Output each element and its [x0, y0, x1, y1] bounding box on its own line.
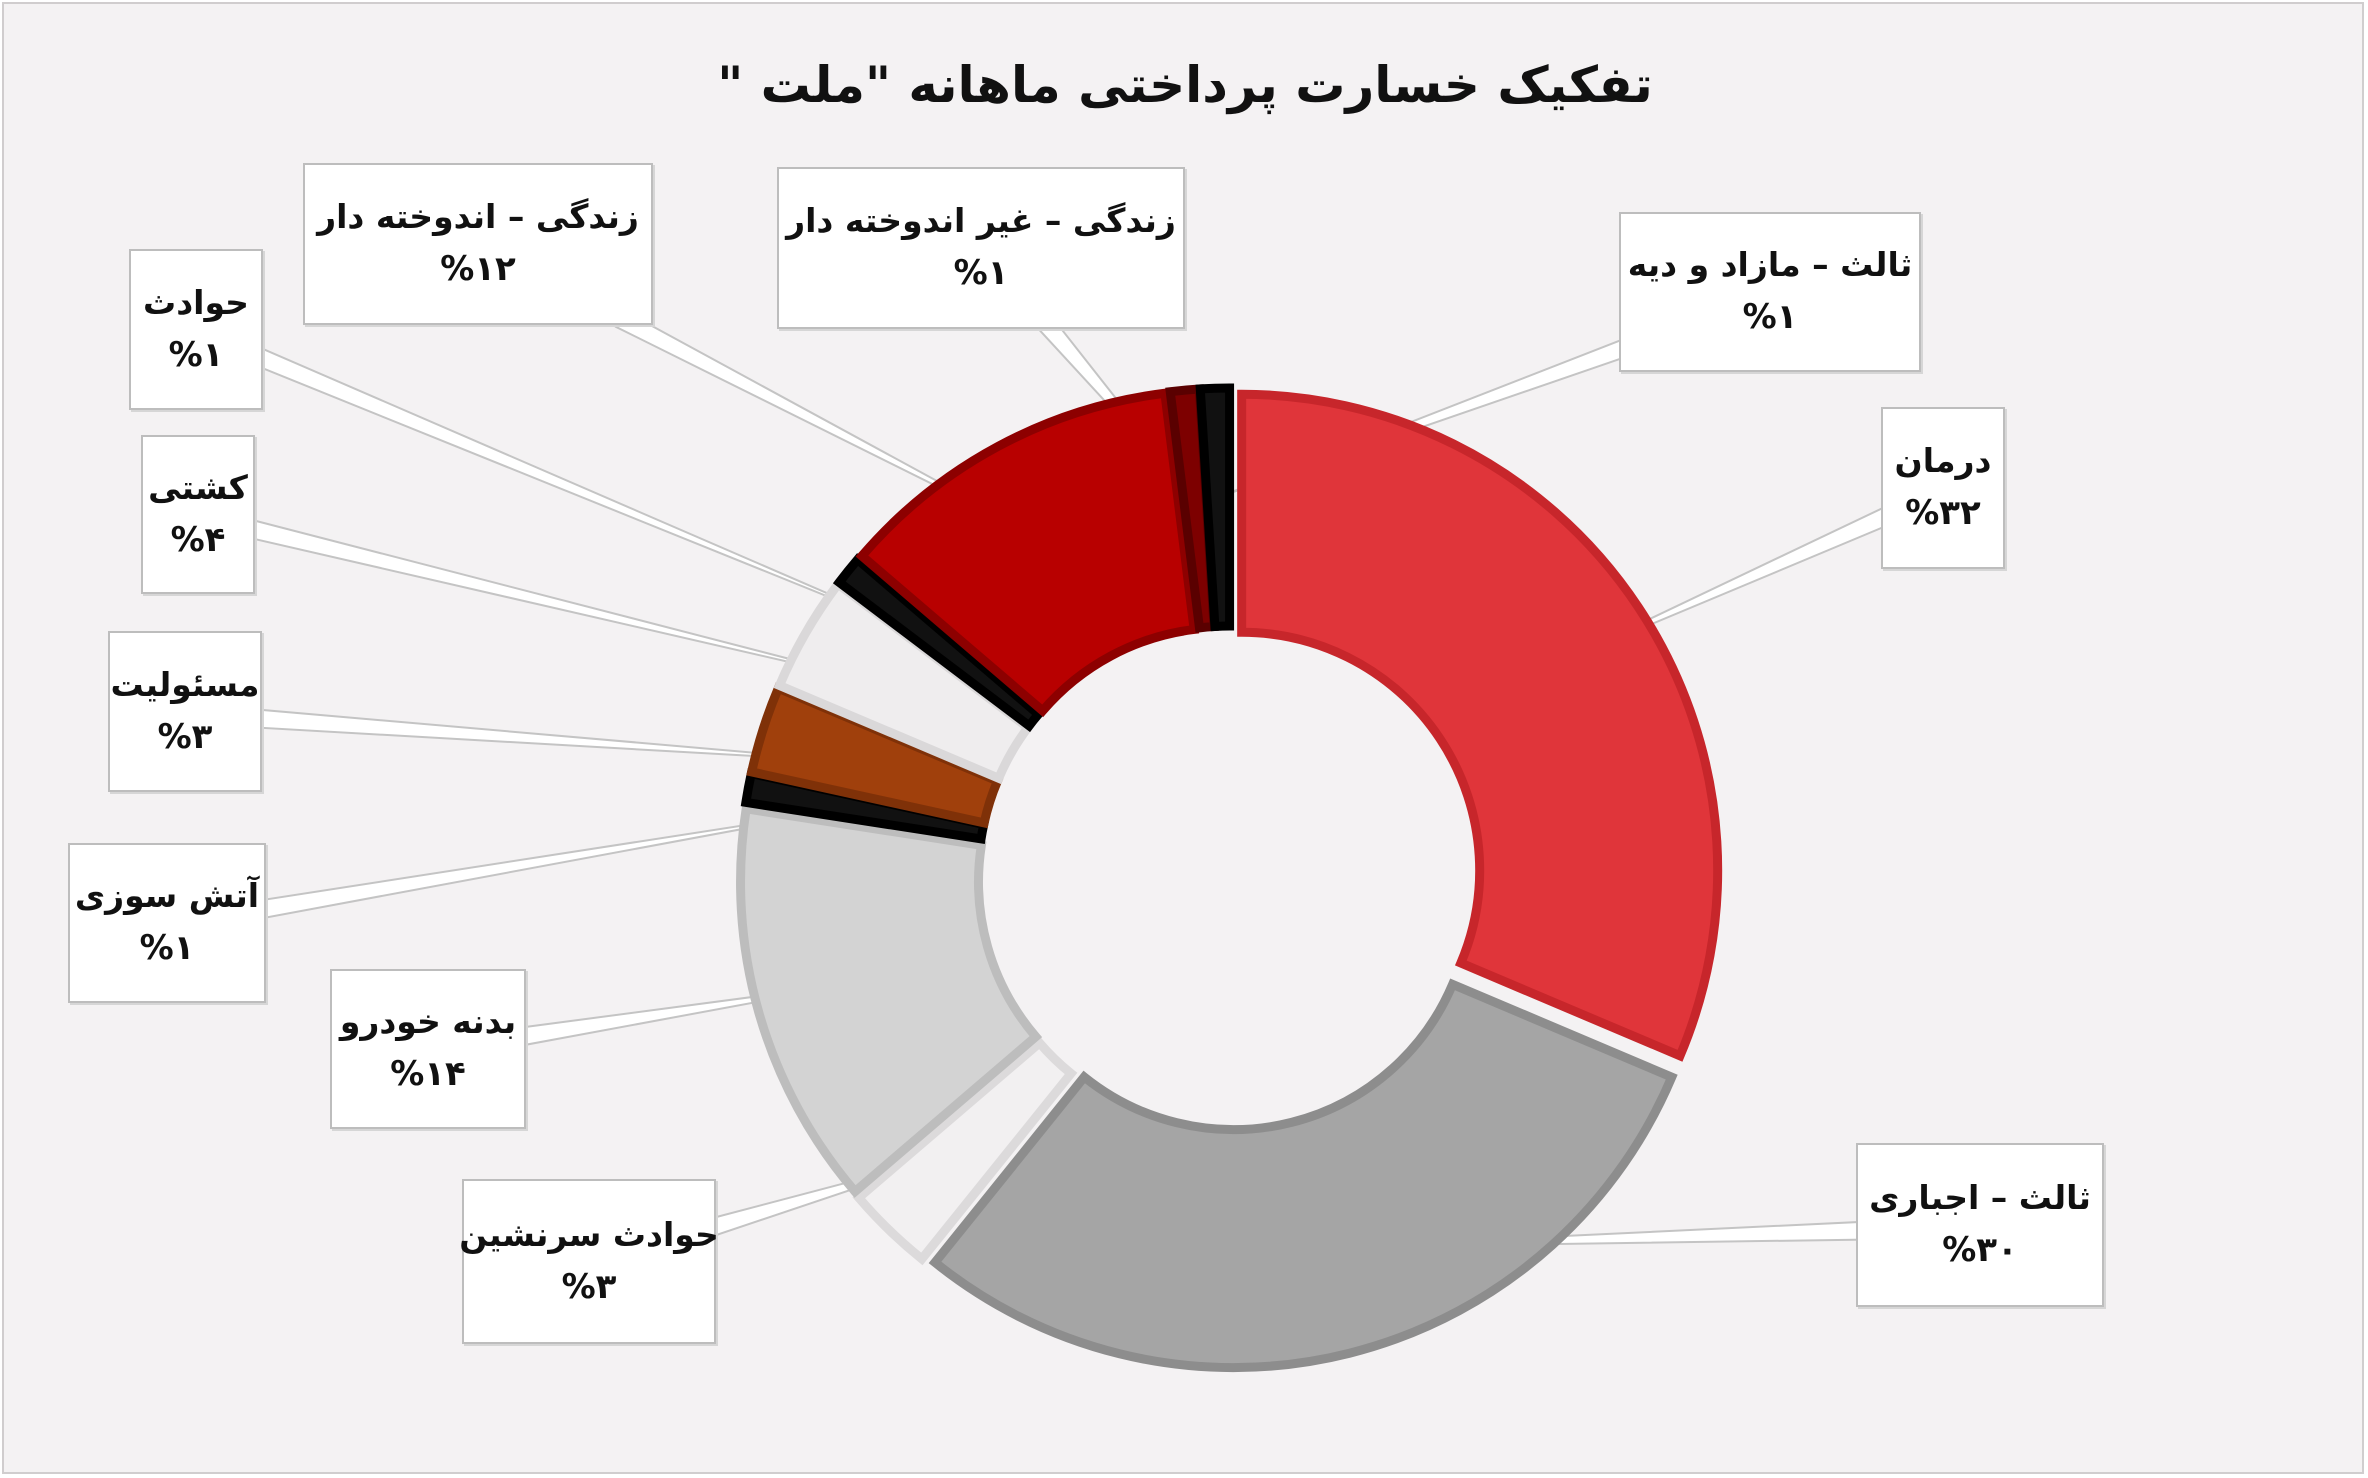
- callout-zendegi-andookhteh: زندگی – اندوخته دار %۱۲: [303, 163, 653, 325]
- callout-value: %۱۴: [390, 1054, 466, 1095]
- callout-label: حوادث سرنشین: [459, 1214, 719, 1254]
- callout-label: زندگی – اندوخته دار: [317, 197, 639, 237]
- callout-value: %۴: [170, 519, 226, 560]
- callout-badaneh-khodro: بدنه خودرو %۱۴: [330, 969, 526, 1129]
- donut-slice: [928, 978, 1678, 1373]
- donut-slice: [1195, 383, 1235, 632]
- donut-slice: [736, 803, 1043, 1198]
- callout-havades: حوادث %۱: [129, 249, 263, 410]
- callout-havades-sarneshin: حوادث سرنشین %۳: [459, 1179, 719, 1344]
- donut-slices: [736, 383, 1723, 1373]
- callout-thalith-mazad: ثالث – مازاد و دیه %۱: [1619, 212, 1921, 372]
- donut-slice: [855, 388, 1200, 718]
- callout-value: %۳: [561, 1266, 617, 1307]
- chart-title: تفکیک خسارت پرداختی ماهانه "ملت ": [717, 56, 1653, 114]
- callout-value: %۳۰: [1942, 1230, 2018, 1271]
- callout-thalith-ejbari: ثالث – اجباری %۳۰: [1856, 1143, 2104, 1307]
- callout-label: مسئولیت: [110, 664, 260, 704]
- callout-value: %۱: [953, 253, 1009, 294]
- donut-slice: [832, 553, 1045, 733]
- callout-keshti: کشتی %۴: [141, 435, 255, 594]
- callout-value: %۱۲: [440, 249, 516, 290]
- callout-label: بدنه خودرو: [339, 1002, 517, 1042]
- callout-label: زندگی – غیر اندوخته دار: [786, 201, 1176, 241]
- callout-zendegi-gheir-andookhteh: زندگی – غیر اندوخته دار %۱: [777, 167, 1185, 329]
- callout-value: %۳: [157, 716, 213, 757]
- callout-value: %۱: [1742, 297, 1798, 338]
- callout-label: درمان: [1894, 441, 1992, 481]
- donut-slice: [852, 1036, 1078, 1266]
- donut-slice: [1237, 389, 1723, 1062]
- callout-masouliat: مسئولیت %۳: [108, 631, 262, 792]
- callout-darman: درمان %۳۲: [1881, 407, 2005, 569]
- callout-atash-sozi: آتش سوزی %۱: [68, 843, 266, 1003]
- callout-label: حوادث: [143, 282, 249, 322]
- callout-label: کشتی: [148, 467, 248, 507]
- callout-label: ثالث – مازاد و دیه: [1627, 245, 1913, 285]
- donut-chart: [247, 309, 1895, 1373]
- callout-label: آتش سوزی: [74, 876, 260, 916]
- callout-value: %۱: [168, 334, 224, 375]
- callout-label: ثالث – اجباری: [1869, 1178, 2091, 1218]
- callout-value: %۳۲: [1905, 493, 1981, 534]
- callout-value: %۱: [139, 928, 195, 969]
